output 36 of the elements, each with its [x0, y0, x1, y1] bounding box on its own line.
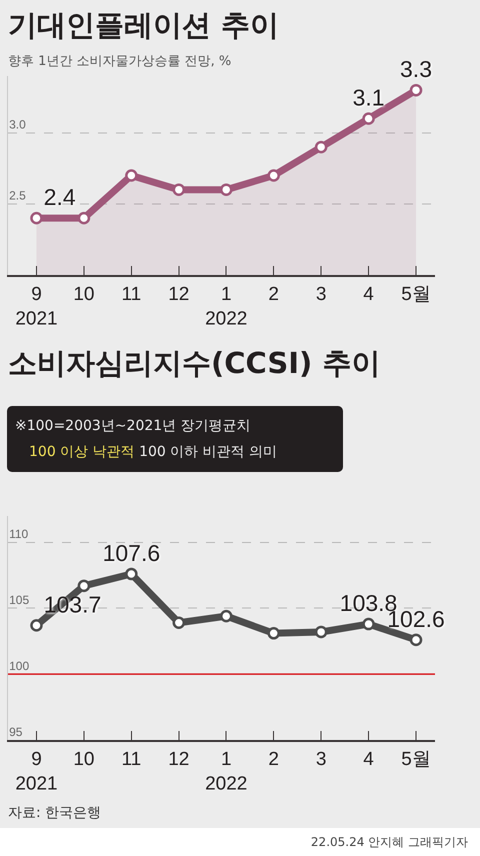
y-tick-label: 95	[9, 724, 23, 739]
text: 100 이상 낙관적	[29, 444, 135, 460]
x-tick-label: 2	[268, 284, 279, 305]
data-label: 3.3	[400, 56, 432, 82]
x-tick-label: 3	[316, 284, 326, 305]
x-tick-label: 3	[316, 748, 326, 770]
data-label: 2.4	[44, 184, 76, 210]
chart-subtitle: 향후 1년간 소비자물가상승률 전망, %	[8, 53, 232, 70]
text: 22.05.24 안지혜 그래픽기자	[310, 834, 468, 851]
data-label: 107.6	[102, 540, 160, 566]
x-tick-label: 5월	[401, 284, 431, 305]
x-tick-label: 4	[363, 748, 374, 770]
y-tick-label: 3.0	[9, 118, 26, 132]
text: ※100=2003년~2021년 장기평균치	[15, 417, 252, 436]
x-tick-label: 9 2021	[15, 284, 58, 330]
x-tick-label: 4	[363, 284, 374, 305]
chart-title: 기대인플레이션 추이	[8, 7, 280, 44]
y-tick-label: 105	[9, 593, 30, 608]
x-tick-label: 1 2022	[205, 748, 248, 794]
x-tick-label: 10	[73, 284, 94, 305]
x-tick-label: 12	[168, 284, 190, 305]
text: 자료: 한국은행	[8, 804, 102, 822]
x-tick-label: 1 2022	[205, 284, 248, 330]
x-tick-label: 11	[121, 284, 142, 305]
y-tick-label: 100	[9, 658, 30, 673]
y-tick-label: 2.5	[9, 188, 26, 203]
x-tick-label: 10	[73, 748, 94, 770]
text: 100 이하 비관적 의미	[138, 444, 278, 460]
chart-title: 소비자심리지수(CCSI) 추이	[8, 345, 380, 382]
x-tick-label: 5월	[401, 748, 431, 770]
x-tick-label: 9 2021	[15, 748, 58, 794]
data-label: 3.1	[352, 84, 385, 111]
x-tick-label: 12	[168, 748, 190, 770]
x-tick-label: 11	[121, 748, 142, 770]
x-tick-label: 2	[268, 748, 279, 770]
y-tick-label: 110	[9, 527, 29, 542]
